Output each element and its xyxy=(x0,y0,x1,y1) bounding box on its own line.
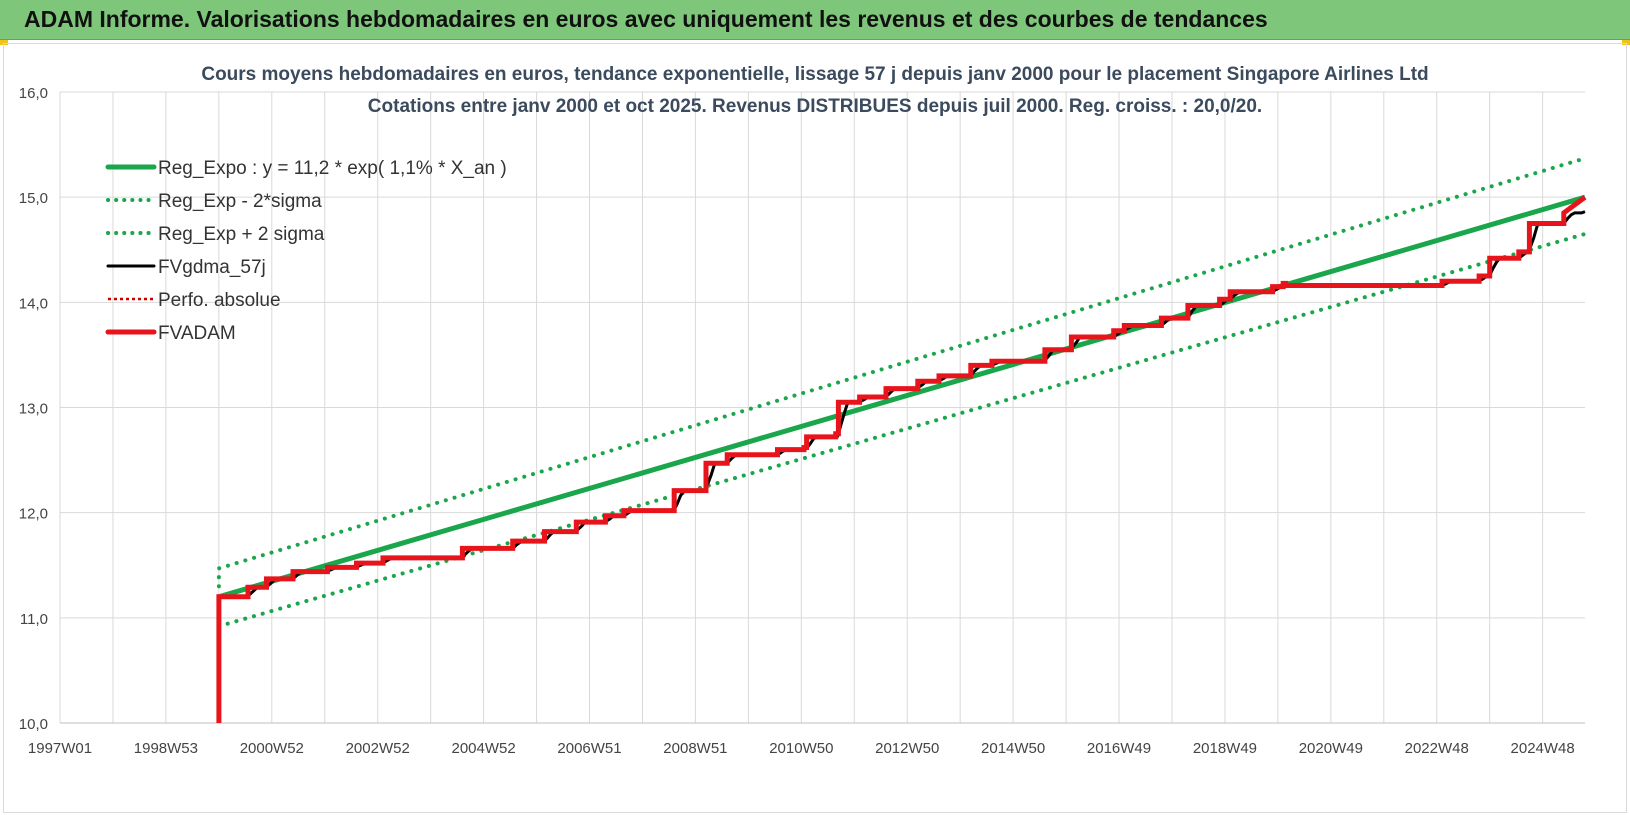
legend: Reg_Expo : y = 11,2 * exp( 1,1% * X_an )… xyxy=(105,158,507,344)
grid-lines xyxy=(59,91,1585,724)
x-tick-label: 2002W52 xyxy=(346,740,410,757)
x-tick-label: 2022W48 xyxy=(1405,740,1469,757)
x-tick-label: 2004W52 xyxy=(452,740,516,757)
series-reg-exp-plus-2sigma xyxy=(216,156,1587,589)
series-reg-expo xyxy=(218,194,1586,600)
corner-mark-top-left xyxy=(0,40,8,45)
x-tick-label: 2014W50 xyxy=(981,740,1045,757)
x-axis-ticks: 1997W01 1998W53 2000W52 2002W52 2004W52 2006W… xyxy=(28,740,1575,757)
chart-title-line2: Cotations entre janv 2000 et oct 2025. R… xyxy=(368,96,1262,117)
chart-area: 10,0 11,0 12,0 13,0 14,0 15,0 16,0 1997W01 1998… xyxy=(19,64,1587,757)
x-tick-label: 2018W49 xyxy=(1193,740,1257,757)
legend-label: Perfo. absolue xyxy=(158,290,281,311)
x-tick-label: 1997W01 xyxy=(28,740,92,757)
corner-mark-top-right xyxy=(1622,40,1630,45)
x-tick-label: 2016W49 xyxy=(1087,740,1151,757)
legend-label: Reg_Exp + 2 sigma xyxy=(158,224,325,245)
x-tick-label: 2010W50 xyxy=(769,740,833,757)
x-tick-label: 2006W51 xyxy=(557,740,621,757)
series-reg-exp-minus-2sigma xyxy=(216,232,1587,629)
x-tick-label: 2008W51 xyxy=(663,740,727,757)
y-tick-label: 16,0 xyxy=(19,85,48,102)
report-banner: ADAM Informe. Valorisations hebdomadaire… xyxy=(0,0,1630,40)
y-tick-label: 13,0 xyxy=(19,401,48,418)
y-axis-ticks: 10,0 11,0 12,0 13,0 14,0 15,0 16,0 xyxy=(19,85,48,733)
legend-label: FVgdma_57j xyxy=(158,257,266,278)
x-tick-label: 2024W48 xyxy=(1511,740,1575,757)
x-tick-label: 2000W52 xyxy=(240,740,304,757)
y-tick-label: 10,0 xyxy=(19,716,48,733)
chart-title-line1: Cours moyens hebdomadaires en euros, ten… xyxy=(201,64,1428,85)
legend-label: Reg_Exp - 2*sigma xyxy=(158,191,322,212)
x-tick-label: 2020W49 xyxy=(1299,740,1363,757)
y-tick-label: 12,0 xyxy=(19,506,48,523)
chart-series xyxy=(216,156,1587,723)
y-tick-label: 14,0 xyxy=(19,295,48,312)
x-tick-label: 1998W53 xyxy=(134,740,198,757)
y-tick-label: 11,0 xyxy=(20,611,48,628)
legend-label: Reg_Expo : y = 11,2 * exp( 1,1% * X_an ) xyxy=(158,158,507,179)
series-fvadam xyxy=(216,195,1587,723)
legend-label: FVADAM xyxy=(158,323,236,344)
report-title: ADAM Informe. Valorisations hebdomadaire… xyxy=(24,6,1268,32)
x-tick-label: 2012W50 xyxy=(875,740,939,757)
y-tick-label: 15,0 xyxy=(19,190,48,207)
